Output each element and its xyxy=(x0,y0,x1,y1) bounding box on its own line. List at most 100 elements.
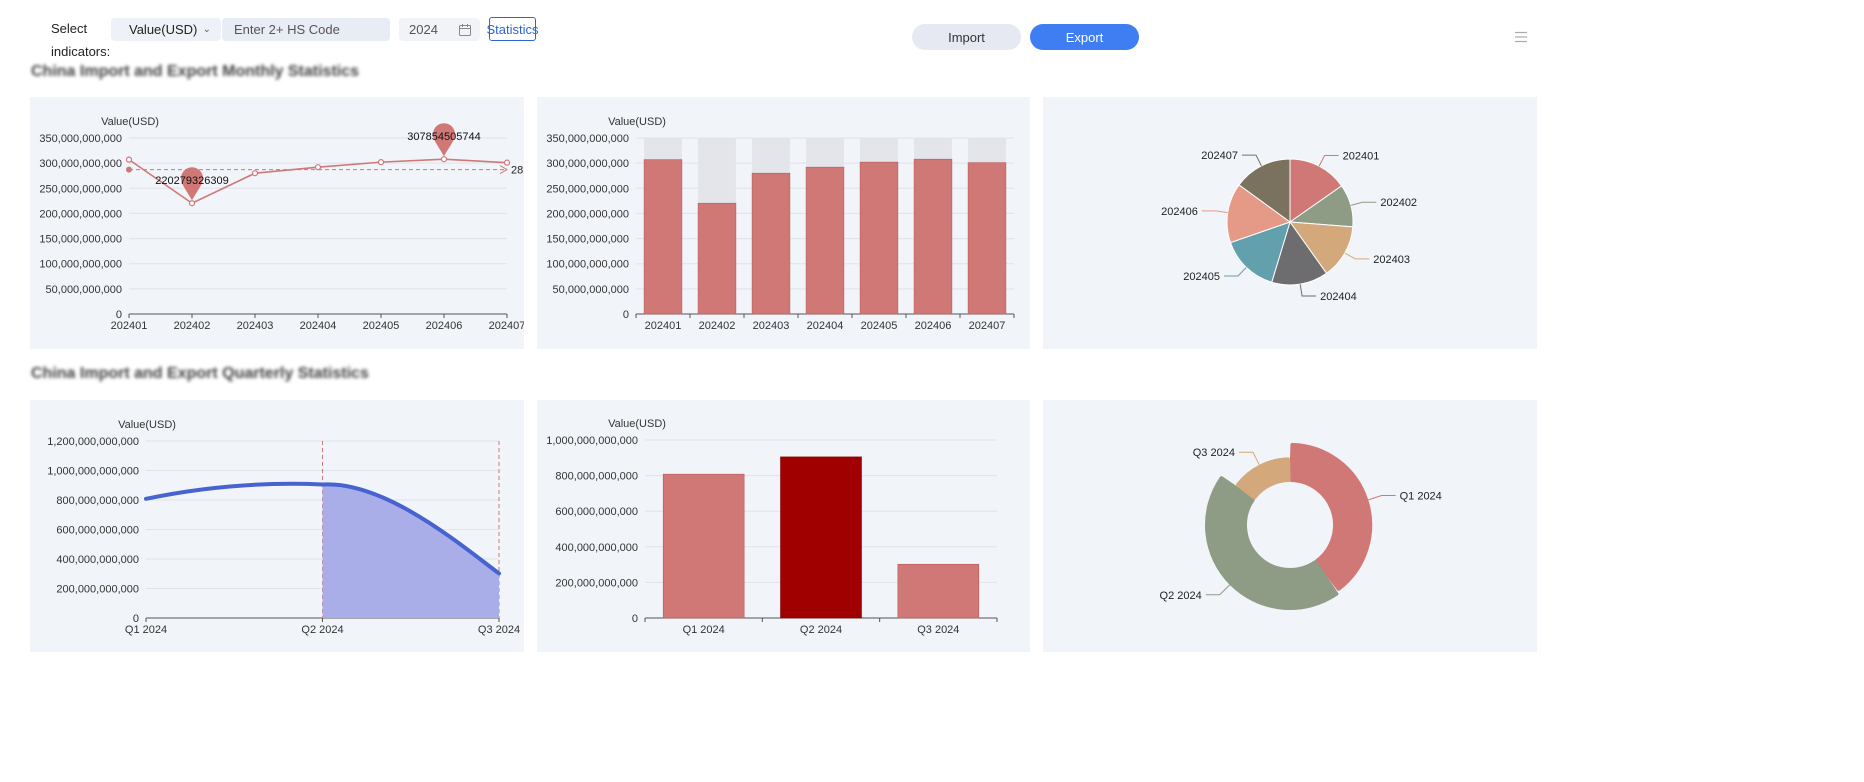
pie-label: 202404 xyxy=(1320,291,1357,303)
x-tick-label: 202406 xyxy=(426,320,463,332)
quarterly-section-title: China Import and Export Quarterly Statis… xyxy=(31,365,369,382)
pie-label: 202401 xyxy=(1343,150,1380,162)
bar xyxy=(859,161,899,315)
pie-leader-line xyxy=(1299,284,1317,297)
y-tick-label: 200,000,000,000 xyxy=(555,577,638,589)
donut-leader-line xyxy=(1238,451,1260,465)
y-tick-label: 400,000,000,000 xyxy=(555,542,638,554)
x-tick-label: Q1 2024 xyxy=(125,624,167,636)
y-tick-label: 300,000,000,000 xyxy=(39,158,122,170)
x-tick-label: 202405 xyxy=(363,320,400,332)
year-picker-value: 2024 xyxy=(409,22,438,37)
quarterly-bar-chart: 0 200,000,000,000 400,000,000,000 600,000,0… xyxy=(546,418,998,636)
monthly-line-panel: 0 50,000,000,000 100,000,000,000 150,000,00… xyxy=(30,97,525,349)
hs-code-input[interactable] xyxy=(232,21,396,38)
y-tick-label: 150,000,000,000 xyxy=(546,234,629,246)
pie-label: 202403 xyxy=(1373,254,1410,266)
average-start-marker xyxy=(126,166,132,173)
bar xyxy=(805,166,845,315)
pie-label: 202402 xyxy=(1380,197,1417,209)
y-tick-label: 350,000,000,000 xyxy=(39,133,122,145)
monthly-section-title: China Import and Export Monthly Statisti… xyxy=(31,63,360,80)
monthly-pie-panel: 202401 202402 202403 202404 202405 202406 2024… xyxy=(1043,97,1537,349)
menu-icon[interactable] xyxy=(1514,31,1528,43)
export-toggle-button[interactable]: Export xyxy=(1030,24,1139,50)
line-point xyxy=(314,164,322,171)
indicator-select[interactable]: Value(USD) ⌄ xyxy=(111,18,221,41)
y-tick-label: 1,200,000,000,000 xyxy=(47,436,139,448)
line-point xyxy=(503,159,511,166)
y-tick-label: 200,000,000,000 xyxy=(546,208,629,220)
quarterly-area-panel: 0 200,000,000,000 400,000,000,000 600,000,0… xyxy=(30,400,524,652)
donut-segment xyxy=(1205,476,1339,610)
x-tick-label: Q1 2024 xyxy=(683,624,725,636)
x-tick-label: Q3 2024 xyxy=(917,624,959,636)
indicator-select-value: Value(USD) xyxy=(129,22,198,37)
year-picker[interactable]: 2024 xyxy=(399,18,480,41)
max-marker-label: 307854505744 xyxy=(407,131,480,143)
donut-label: Q1 2024 xyxy=(1400,491,1442,503)
y-tick-label: 100,000,000,000 xyxy=(546,259,629,271)
x-tick-label: 202403 xyxy=(753,320,790,332)
y-axis-label: Value(USD) xyxy=(118,419,176,431)
y-tick-label: 150,000,000,000 xyxy=(39,234,122,246)
pie-label: 202406 xyxy=(1161,206,1198,218)
quarterly-donut-chart: Q1 2024 Q2 2024 Q3 2024 xyxy=(1160,442,1442,610)
bar xyxy=(967,162,1007,315)
line-point xyxy=(251,170,259,177)
x-tick-label: 202401 xyxy=(111,320,148,332)
hs-code-search[interactable] xyxy=(222,18,396,41)
y-tick-label: 0 xyxy=(632,613,638,625)
y-axis-label: Value(USD) xyxy=(101,116,159,128)
monthly-pie-chart: 202401 202402 202403 202404 202405 202406 2024… xyxy=(1161,150,1417,303)
bar xyxy=(780,456,862,619)
x-tick-label: Q2 2024 xyxy=(800,624,842,636)
y-axis-label: Value(USD) xyxy=(608,116,666,128)
statistics-button[interactable]: Statistics xyxy=(487,17,539,41)
quarterly-area-chart: 0 200,000,000,000 400,000,000,000 600,000,0… xyxy=(47,419,520,636)
x-tick-label: Q3 2024 xyxy=(478,624,520,636)
y-tick-label: 0 xyxy=(116,309,122,321)
average-arrow xyxy=(499,165,509,175)
x-tick-label: 202406 xyxy=(915,320,952,332)
y-tick-label: 1,000,000,000,000 xyxy=(47,466,139,478)
y-tick-label: 800,000,000,000 xyxy=(555,471,638,483)
y-axis-label: Value(USD) xyxy=(608,418,666,430)
pie-leader-line xyxy=(1242,154,1262,167)
pie-label: 202407 xyxy=(1201,150,1238,162)
x-tick-label: 202407 xyxy=(489,320,524,332)
line-point xyxy=(377,159,385,166)
import-toggle-button[interactable]: Import xyxy=(912,24,1021,50)
min-marker-pin xyxy=(181,167,203,201)
x-tick-label: 202405 xyxy=(861,320,898,332)
bar xyxy=(897,563,980,619)
y-tick-label: 400,000,000,000 xyxy=(56,554,139,566)
bar xyxy=(751,172,791,315)
y-tick-label: 600,000,000,000 xyxy=(555,506,638,518)
y-tick-label: 0 xyxy=(623,309,629,321)
pie-leader-line xyxy=(1350,201,1377,206)
donut-leader-line xyxy=(1205,584,1231,596)
y-tick-label: 350,000,000,000 xyxy=(546,133,629,145)
calendar-icon xyxy=(459,23,471,36)
y-tick-label: 100,000,000,000 xyxy=(39,259,122,271)
bar xyxy=(697,202,737,315)
line-point xyxy=(125,156,133,163)
y-tick-label: 50,000,000,000 xyxy=(46,284,122,296)
average-label: 28 xyxy=(511,165,523,177)
pie-leader-line xyxy=(1344,252,1370,260)
line-point xyxy=(188,200,196,207)
donut-leader-line xyxy=(1368,495,1396,501)
y-tick-label: 200,000,000,000 xyxy=(39,208,122,220)
select-label: Select xyxy=(51,21,88,36)
donut-segment xyxy=(1289,442,1373,591)
pie-slice xyxy=(1288,221,1354,275)
y-tick-label: 0 xyxy=(133,613,139,625)
x-tick-label: Q2 2024 xyxy=(301,624,343,636)
x-tick-label: 202401 xyxy=(645,320,682,332)
y-tick-label: 200,000,000,000 xyxy=(56,584,139,596)
pie-leader-line xyxy=(1318,154,1339,167)
pie-label: 202405 xyxy=(1183,271,1220,283)
bar xyxy=(643,159,683,315)
area-line xyxy=(144,481,501,576)
